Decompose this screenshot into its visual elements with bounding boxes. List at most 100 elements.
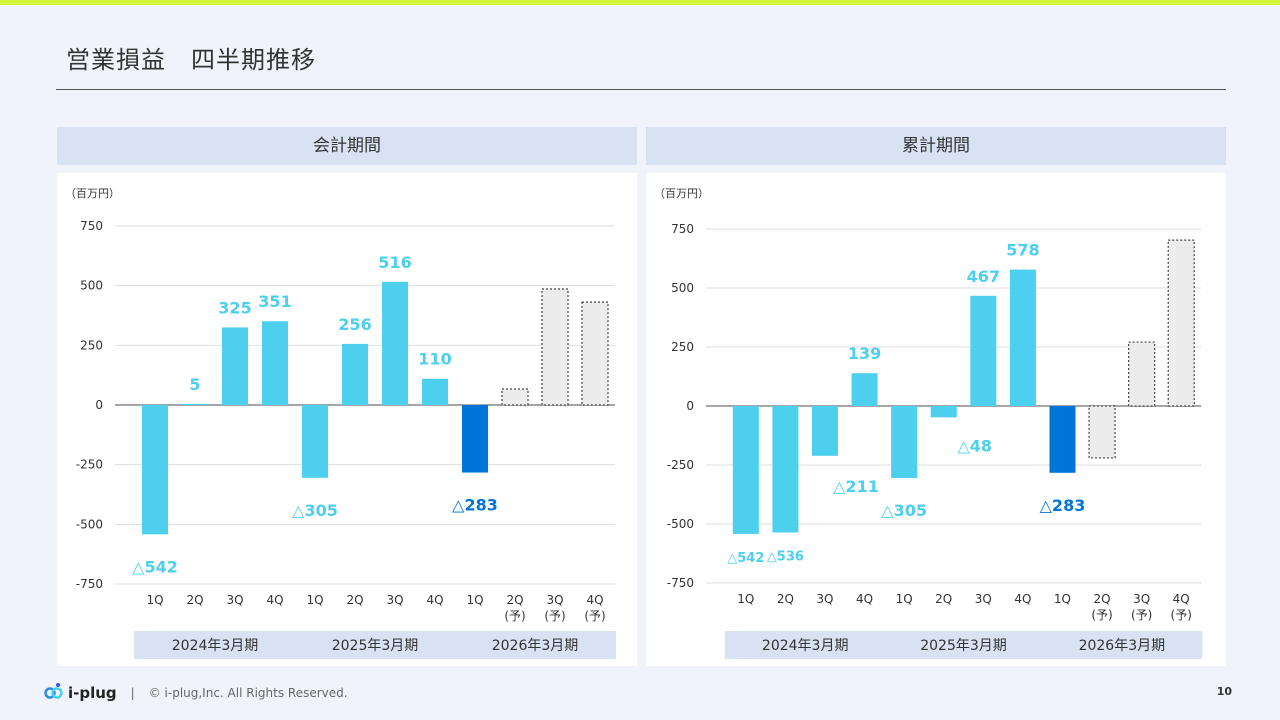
bar (382, 281, 408, 405)
data-label: 110 (418, 350, 451, 369)
x-tick-label: 3Q (226, 593, 243, 607)
bar (462, 405, 488, 473)
x-tick-label: 3Q (1133, 592, 1150, 606)
data-label: 578 (1006, 241, 1039, 260)
x-tick-label: 2Q (186, 593, 203, 607)
data-label: 256 (338, 315, 371, 334)
fiscal-year-label: 2024年3月期 (762, 638, 849, 654)
x-tick-label: 2Q (1094, 592, 1111, 606)
forecast-bar (501, 388, 529, 406)
bar (422, 378, 448, 405)
bar (970, 295, 997, 406)
x-tick-label: 1Q (146, 593, 163, 607)
chart-svg: 750 500 250 0 -250 -500 -750 △542 1Q 5 2Q 325 3Q 351 4… (76, 219, 616, 659)
x-tick-label: (予) (544, 609, 565, 623)
fiscal-year-label: 2025年3月期 (920, 638, 1007, 654)
x-tick-label: 4Q (856, 592, 873, 606)
forecast-bar (541, 288, 569, 406)
logo-icon (44, 682, 64, 703)
bar (732, 406, 759, 534)
y-tick-label: -250 (667, 458, 694, 472)
data-label: △305 (292, 501, 338, 520)
y-tick-label: 0 (95, 398, 103, 412)
forecast-bar (1088, 405, 1116, 459)
fiscal-year-label: 2026年3月期 (492, 638, 579, 654)
x-tick-label: 4Q (1173, 592, 1190, 606)
y-tick-label: 750 (80, 219, 103, 233)
x-tick-label: (予) (1091, 608, 1112, 622)
forecast-bar (581, 301, 609, 406)
x-tick-label: 2Q (346, 593, 363, 607)
chart-cumulative: （百万円） 750 500 250 0 -250 -500 -750 △542 1Q △536 2Q… (646, 173, 1226, 666)
page-title: 営業損益 四半期推移 (66, 46, 316, 74)
copyright: © i-plug,Inc. All Rights Reserved. (148, 685, 348, 700)
data-label: △542 (727, 551, 764, 566)
x-tick-label: 4Q (426, 593, 443, 607)
y-tick-label: -500 (667, 517, 694, 531)
y-tick-label: 500 (80, 279, 103, 293)
panel-title-quarterly: 会計期間 (57, 127, 637, 165)
x-tick-label: 3Q (975, 592, 992, 606)
page-number: 10 (1216, 685, 1232, 698)
footer-separator: | (130, 685, 135, 700)
x-tick-label: 2Q (935, 592, 952, 606)
y-tick-label: -250 (76, 458, 103, 472)
fiscal-year-group (1041, 631, 1203, 659)
top-accent-bar (0, 0, 1280, 5)
x-tick-label: 1Q (896, 592, 913, 606)
bar (182, 403, 208, 405)
y-tick-label: -500 (76, 517, 103, 531)
data-label: 351 (258, 292, 291, 311)
fiscal-year-label: 2026年3月期 (1079, 638, 1166, 654)
x-tick-label: 3Q (546, 593, 563, 607)
bar (1009, 269, 1036, 406)
bar (772, 406, 799, 533)
x-tick-label: 1Q (1054, 592, 1071, 606)
x-tick-label: 2Q (506, 593, 523, 607)
x-tick-label: 3Q (816, 592, 833, 606)
y-tick-label: 500 (671, 281, 694, 295)
x-tick-label: 1Q (466, 593, 483, 607)
data-label: △211 (833, 477, 879, 496)
forecast-bar (1167, 239, 1195, 407)
y-tick-label: 0 (686, 399, 694, 413)
data-label: △542 (132, 557, 178, 576)
bar (342, 343, 368, 405)
y-tick-label: -750 (76, 577, 103, 591)
bar (811, 406, 838, 456)
chart-svg: 750 500 250 0 -250 -500 -750 △542 1Q △536 2Q △211 3Q… (667, 222, 1203, 659)
bar (222, 327, 248, 405)
data-label: 139 (848, 344, 881, 363)
x-tick-label: 2Q (777, 592, 794, 606)
footer: i-plug | © i-plug,Inc. All Rights Reserv… (44, 682, 348, 703)
fiscal-year-label: 2025年3月期 (332, 638, 419, 654)
unit-label: （百万円） (654, 187, 709, 200)
data-label: 467 (967, 267, 1000, 286)
bar (302, 405, 328, 478)
data-label: 5 (189, 375, 200, 394)
fiscal-year-group (883, 631, 1044, 659)
bar (1049, 406, 1076, 473)
x-tick-label: (予) (1171, 608, 1192, 622)
fiscal-year-label: 2024年3月期 (172, 638, 259, 654)
y-tick-label: 250 (671, 340, 694, 354)
forecast-bar (1128, 341, 1156, 407)
fiscal-year-group (454, 631, 616, 659)
x-tick-label: 1Q (306, 593, 323, 607)
title-divider (56, 89, 1226, 90)
logo-text: i-plug (68, 683, 117, 702)
fiscal-year-group (724, 631, 886, 659)
x-tick-label: 1Q (737, 592, 754, 606)
bar (930, 406, 957, 418)
bar (262, 321, 288, 405)
x-tick-label: 4Q (586, 593, 603, 607)
panel-title-cumulative: 累計期間 (646, 127, 1226, 165)
y-tick-label: 750 (671, 222, 694, 236)
fiscal-year-group (134, 631, 296, 659)
unit-label: （百万円） (65, 187, 120, 200)
x-tick-label: (予) (1131, 608, 1152, 622)
bar (891, 406, 918, 478)
data-label: △305 (881, 501, 927, 520)
data-label: △536 (767, 549, 804, 564)
data-label: △283 (452, 496, 498, 515)
